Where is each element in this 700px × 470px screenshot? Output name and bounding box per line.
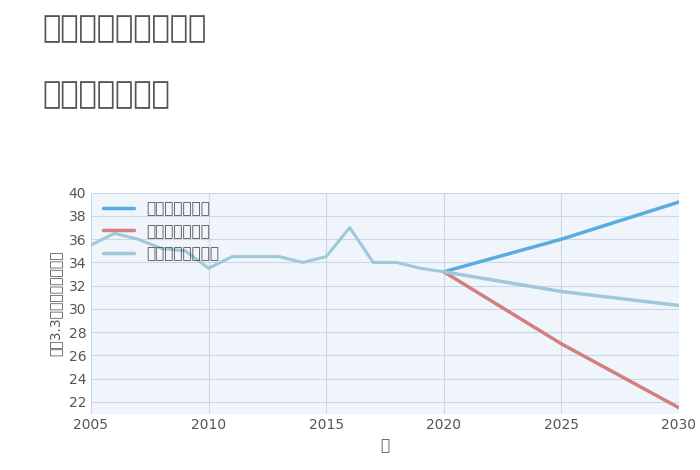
バッドシナリオ [675,405,683,411]
バッドシナリオ [440,269,448,274]
X-axis label: 年: 年 [380,438,390,453]
グッドシナリオ [557,236,566,242]
グッドシナリオ [440,269,448,274]
ノーマルシナリオ [675,303,683,308]
ノーマルシナリオ [557,289,566,294]
ノーマルシナリオ [440,269,448,274]
Y-axis label: 坪（3.3㎡）単価（万円）: 坪（3.3㎡）単価（万円） [49,251,63,356]
グッドシナリオ [675,199,683,205]
Line: バッドシナリオ: バッドシナリオ [444,272,679,408]
Line: グッドシナリオ: グッドシナリオ [444,202,679,272]
バッドシナリオ [557,341,566,347]
Line: ノーマルシナリオ: ノーマルシナリオ [444,272,679,306]
Text: 千葉県市原市平蔵の: 千葉県市原市平蔵の [42,14,206,43]
Text: 土地の価格推移: 土地の価格推移 [42,80,169,109]
Legend: グッドシナリオ, バッドシナリオ, ノーマルシナリオ: グッドシナリオ, バッドシナリオ, ノーマルシナリオ [97,195,225,267]
